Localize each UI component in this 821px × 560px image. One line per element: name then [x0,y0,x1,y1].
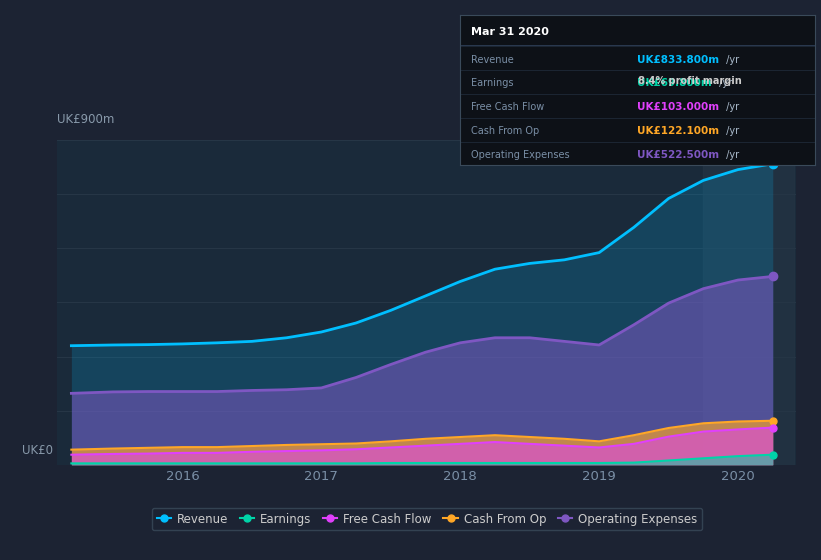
Text: UK£833.800m: UK£833.800m [637,55,720,65]
Text: Mar 31 2020: Mar 31 2020 [470,27,548,38]
Legend: Revenue, Earnings, Free Cash Flow, Cash From Op, Operating Expenses: Revenue, Earnings, Free Cash Flow, Cash … [152,508,702,530]
Text: 8.4% profit margin: 8.4% profit margin [637,76,741,86]
Text: Operating Expenses: Operating Expenses [470,150,569,160]
Text: UK£122.100m: UK£122.100m [637,126,720,136]
Text: /yr: /yr [723,55,740,65]
Text: UK£0: UK£0 [22,444,53,458]
Text: /yr: /yr [723,102,740,112]
Bar [704,140,794,465]
Text: UK£900m: UK£900m [57,113,115,126]
Text: Earnings: Earnings [470,77,513,87]
Text: Revenue: Revenue [470,55,513,65]
Text: /yr: /yr [723,150,740,160]
Text: /yr: /yr [723,126,740,136]
Text: Cash From Op: Cash From Op [470,126,539,136]
Text: UK£69.800m: UK£69.800m [637,77,713,87]
Text: /yr: /yr [716,77,732,87]
Text: Free Cash Flow: Free Cash Flow [470,102,544,112]
Text: UK£522.500m: UK£522.500m [637,150,720,160]
Text: UK£103.000m: UK£103.000m [637,102,720,112]
